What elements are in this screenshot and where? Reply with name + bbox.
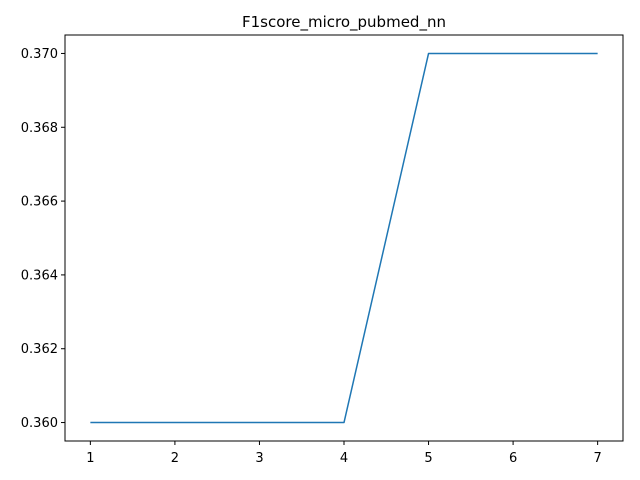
series-layer bbox=[90, 52, 598, 424]
y-tick-label: 0.366 bbox=[21, 195, 58, 210]
x-tick-label: 7 bbox=[593, 451, 601, 466]
series-line-0 bbox=[90, 52, 598, 424]
y-tick-label: 0.364 bbox=[21, 268, 58, 283]
x-tick-label: 5 bbox=[424, 451, 432, 466]
x-tick-label: 2 bbox=[171, 451, 179, 466]
x-tick-label: 1 bbox=[86, 451, 94, 466]
chart-title: F1score_micro_pubmed_nn bbox=[242, 13, 446, 32]
y-tick-label: 0.370 bbox=[21, 47, 58, 62]
y-tick-label: 0.362 bbox=[21, 342, 58, 357]
x-tick-label: 3 bbox=[255, 451, 263, 466]
x-tick-label: 6 bbox=[509, 451, 517, 466]
y-tick-label: 0.368 bbox=[21, 121, 58, 136]
y-tick-label: 0.360 bbox=[21, 416, 58, 431]
tick-layer: 1 2 3 4 5 6 7 0.360 0.362 0.364 0.366 0.368 0.370 bbox=[21, 47, 602, 466]
plot-frame bbox=[64, 34, 624, 442]
x-tick-label: 4 bbox=[340, 451, 348, 466]
